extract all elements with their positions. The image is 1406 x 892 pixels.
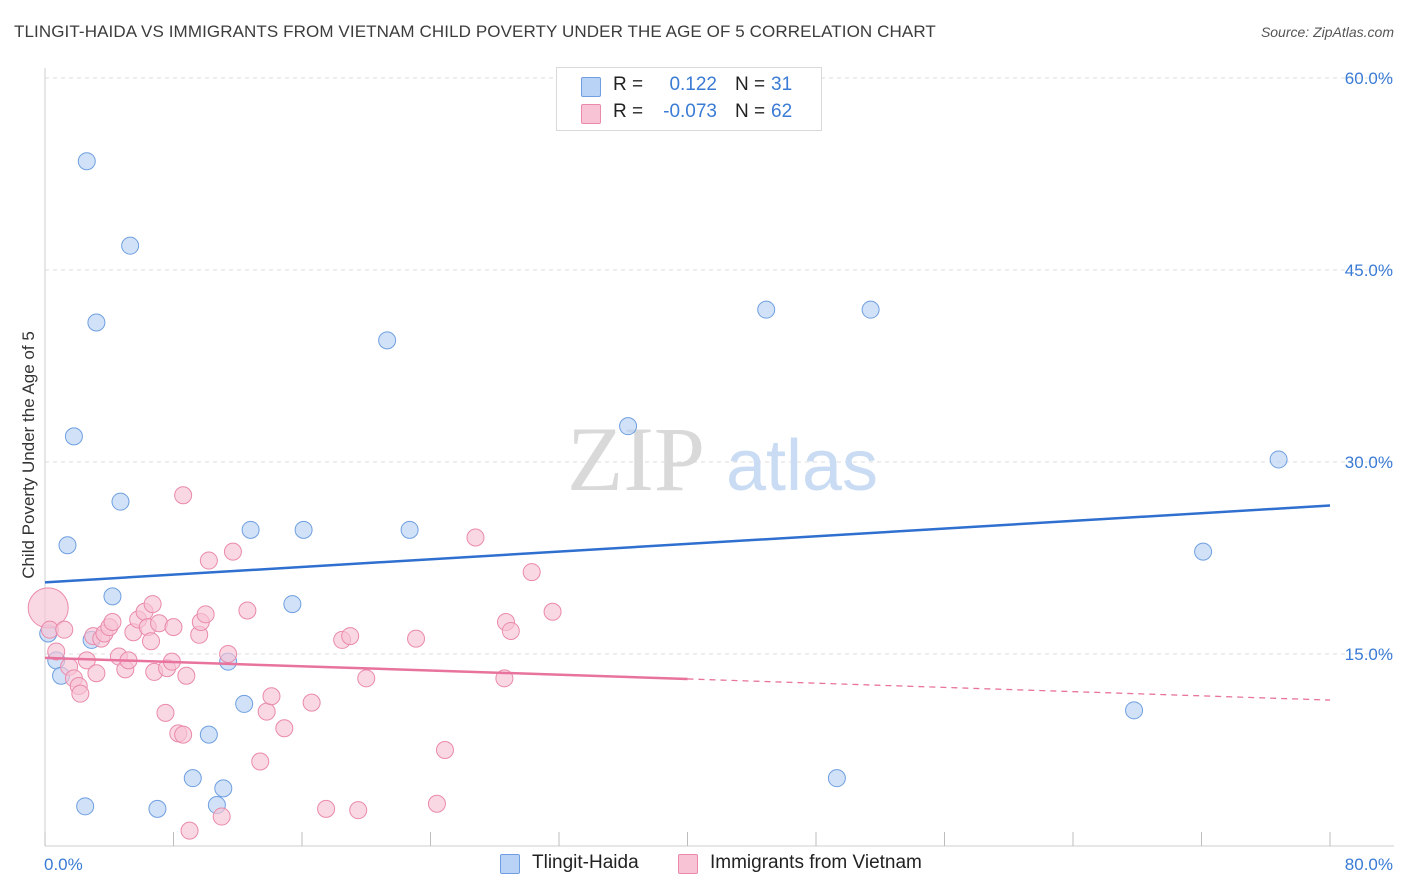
r-label: R = <box>613 101 644 122</box>
tlingit-point <box>757 300 776 319</box>
tlingit-point <box>214 779 233 798</box>
tlingit-point <box>827 769 846 788</box>
tlingit-point <box>64 427 83 446</box>
tlingit-point <box>1125 701 1144 720</box>
tlingit-point <box>400 520 419 539</box>
vietnam-point <box>103 613 122 631</box>
tlingit-point <box>378 331 397 350</box>
tlingit-point <box>183 769 202 788</box>
tlingit-point <box>294 520 313 539</box>
vietnam-point <box>196 605 215 624</box>
n-value: 31 <box>771 74 793 95</box>
y-tick-label: 30.0% <box>1345 453 1393 472</box>
vietnam-point <box>501 621 520 640</box>
legend-swatch-blue <box>581 77 601 97</box>
vietnam-point <box>341 627 360 646</box>
points-layer <box>27 152 1288 840</box>
vietnam-point <box>174 725 193 744</box>
correlation-legend: R = 0.122 N = 31 R = -0.073 N = 62 <box>556 67 822 131</box>
x-tick-label: 0.0% <box>44 855 83 874</box>
tlingit-trend-line <box>44 504 1331 584</box>
tlingit-point <box>861 300 880 319</box>
tlingit-point <box>111 492 130 511</box>
axes-layer <box>44 68 1394 847</box>
vietnam-point <box>275 719 294 738</box>
vietnam-point <box>212 807 231 826</box>
vietnam-point <box>357 669 376 688</box>
y-axis-label: Child Poverty Under the Age of 5 <box>19 331 38 579</box>
vietnam-point <box>543 602 562 621</box>
legend-swatch-pink <box>581 104 601 124</box>
legend-label: Tlingit-Haida <box>532 852 639 873</box>
vietnam-point <box>174 486 193 505</box>
tlingit-point <box>1269 450 1288 469</box>
legend-swatch-blue <box>500 854 520 874</box>
vietnam-point <box>142 632 161 651</box>
vietnam-point <box>257 702 276 721</box>
source-label: Source: ZipAtlas.com <box>1260 24 1394 40</box>
chart-title: TLINGIT-HAIDA VS IMMIGRANTS FROM VIETNAM… <box>14 22 936 41</box>
vietnam-point <box>407 629 426 648</box>
vietnam-point <box>349 801 368 820</box>
vietnam-point <box>238 601 257 620</box>
vietnam-point <box>435 741 454 759</box>
vietnam-point <box>164 618 183 637</box>
tlingit-point <box>241 520 260 539</box>
y-tick-label: 15.0% <box>1345 645 1393 664</box>
r-value: -0.073 <box>663 101 717 122</box>
vietnam-point <box>251 752 270 771</box>
n-value: 62 <box>771 101 793 122</box>
tlingit-point <box>1194 542 1213 561</box>
vietnam-trend-extension <box>687 678 1331 701</box>
tlingit-point <box>58 536 77 555</box>
tlingit-point <box>103 587 122 606</box>
vietnam-point <box>47 642 66 661</box>
vietnam-point <box>177 666 196 685</box>
vietnam-point <box>466 528 485 547</box>
vietnam-point <box>522 563 541 582</box>
n-label: N = <box>735 101 766 122</box>
vietnam-point <box>219 645 238 663</box>
vietnam-point <box>143 595 162 614</box>
vietnam-point <box>317 799 336 818</box>
vietnam-point <box>55 620 74 639</box>
vietnam-point <box>223 542 242 561</box>
tick-labels: 15.0% 30.0% 45.0% 60.0% 0.0% 80.0% <box>44 69 1393 874</box>
legend-swatch-pink <box>678 854 698 874</box>
tlingit-point <box>76 797 95 816</box>
tlingit-point <box>121 236 140 255</box>
r-value: 0.122 <box>669 74 717 95</box>
vietnam-point <box>71 684 90 703</box>
tlingit-point <box>77 152 96 171</box>
y-tick-label: 60.0% <box>1345 69 1393 88</box>
grid-layer <box>45 77 1394 655</box>
vietnam-trend-line <box>44 656 688 681</box>
tlingit-point <box>148 799 167 818</box>
tlingit-point <box>199 725 218 744</box>
vietnam-point <box>156 703 175 722</box>
y-tick-label: 45.0% <box>1345 261 1393 280</box>
watermark: ZIP atlas <box>567 408 878 510</box>
vietnam-point <box>427 794 446 813</box>
legend-row-vietnam: R = -0.073 N = 62 <box>557 101 821 127</box>
tlingit-point <box>619 417 638 436</box>
watermark-atlas: atlas <box>726 426 878 506</box>
vietnam-point <box>199 551 218 570</box>
vietnam-point <box>262 687 281 706</box>
n-label: N = <box>735 74 766 95</box>
tlingit-point <box>87 313 106 332</box>
legend-row-tlingit: R = 0.122 N = 31 <box>557 74 821 100</box>
vietnam-point <box>87 664 106 683</box>
vietnam-point <box>302 693 321 712</box>
tlingit-point <box>283 595 302 614</box>
tlingit-point <box>235 694 254 713</box>
trend-layer <box>44 504 1331 701</box>
vietnam-point <box>180 821 199 840</box>
legend-label: Immigrants from Vietnam <box>710 852 922 873</box>
r-label: R = <box>613 74 644 95</box>
x-tick-label: 80.0% <box>1345 855 1393 874</box>
